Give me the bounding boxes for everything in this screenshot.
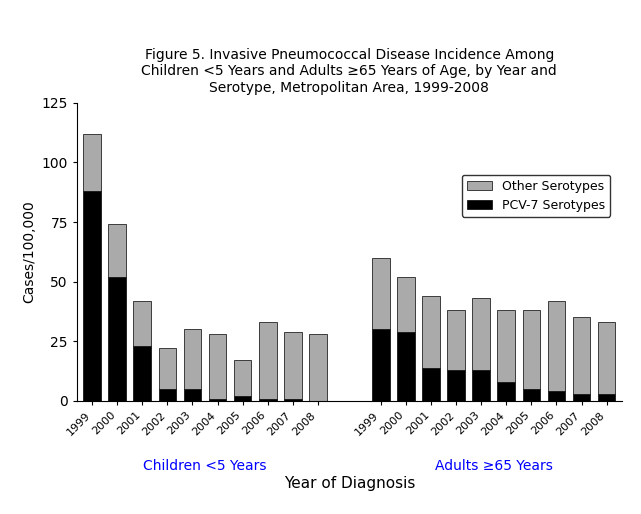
Bar (259, 322, 276, 398)
Bar (158, 348, 176, 389)
Bar (522, 389, 540, 401)
Bar (133, 346, 151, 401)
Bar (209, 334, 226, 398)
Bar (573, 394, 590, 401)
Bar (284, 398, 302, 401)
Text: Children <5 Years: Children <5 Years (143, 459, 267, 473)
Bar (108, 277, 126, 401)
Bar (234, 396, 251, 401)
Bar (397, 332, 415, 401)
Legend: Other Serotypes, PCV-7 Serotypes: Other Serotypes, PCV-7 Serotypes (462, 175, 610, 217)
Bar (158, 389, 176, 401)
Bar (598, 394, 615, 401)
Bar (209, 398, 226, 401)
Bar (497, 382, 515, 401)
Bar (547, 391, 565, 401)
Bar (422, 368, 440, 401)
Bar (422, 296, 440, 368)
Bar (372, 329, 390, 401)
Bar (183, 389, 201, 401)
Bar (447, 370, 465, 401)
Bar (259, 398, 276, 401)
Bar (83, 134, 101, 191)
Bar (372, 258, 390, 329)
Text: Adults ≥65 Years: Adults ≥65 Years (435, 459, 553, 473)
Y-axis label: Cases/100,000: Cases/100,000 (22, 200, 36, 303)
Bar (522, 310, 540, 389)
Bar (284, 332, 302, 398)
Bar (133, 301, 151, 346)
Bar (108, 225, 126, 277)
Bar (472, 298, 490, 370)
Bar (83, 191, 101, 401)
Bar (472, 370, 490, 401)
Bar (598, 322, 615, 394)
Bar (234, 360, 251, 396)
Bar (447, 310, 465, 370)
Bar (573, 318, 590, 394)
Bar (547, 301, 565, 391)
Bar (309, 334, 327, 401)
Bar (183, 329, 201, 389)
Bar (397, 277, 415, 332)
X-axis label: Year of Diagnosis: Year of Diagnosis (284, 476, 415, 491)
Bar (497, 310, 515, 382)
Title: Figure 5. Invasive Pneumococcal Disease Incidence Among
Children <5 Years and Ad: Figure 5. Invasive Pneumococcal Disease … (142, 48, 557, 95)
